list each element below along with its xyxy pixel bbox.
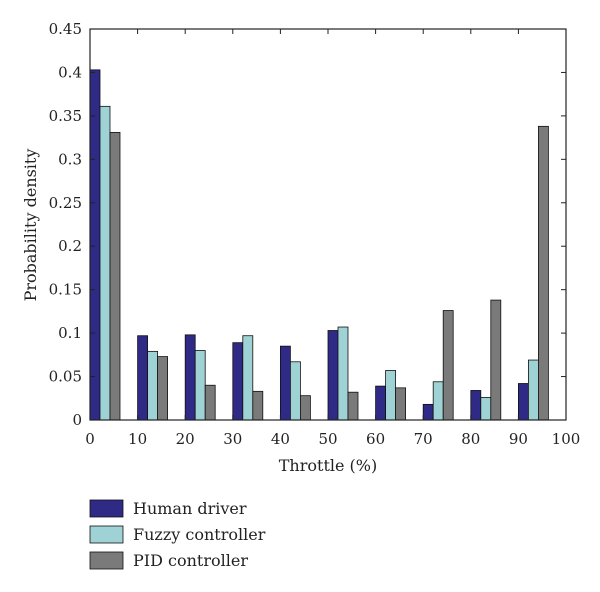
x-tick-label: 80 bbox=[461, 430, 480, 448]
bar-fuzzy-controller-40 bbox=[289, 361, 301, 421]
y-tick-label: 0.35 bbox=[49, 107, 82, 125]
legend-label: PID controller bbox=[133, 551, 248, 570]
bar-human-driver-60 bbox=[375, 385, 387, 421]
bar-human-driver-70 bbox=[422, 403, 434, 421]
bar-fuzzy-controller-80 bbox=[480, 397, 492, 421]
bar-fuzzy-controller-50 bbox=[337, 326, 349, 421]
y-axis-label: Probability density bbox=[21, 149, 40, 302]
y-tick-label: 0.3 bbox=[58, 150, 82, 168]
legend-swatch-pid-controller bbox=[89, 551, 124, 570]
x-axis-label: Throttle (%) bbox=[279, 456, 377, 475]
y-tick-label: 0 bbox=[72, 411, 82, 429]
bar-human-driver-20 bbox=[184, 334, 196, 421]
legend-swatch-human-driver bbox=[89, 499, 124, 518]
bar-fuzzy-controller-60 bbox=[385, 370, 397, 421]
y-tick-label: 0.2 bbox=[58, 237, 82, 255]
bar-pid-controller-10 bbox=[157, 356, 169, 421]
bar-human-driver-10 bbox=[137, 335, 149, 421]
bar-fuzzy-controller-90 bbox=[528, 359, 539, 421]
x-tick-label: 90 bbox=[509, 430, 528, 448]
bar-human-driver-80 bbox=[470, 390, 482, 421]
legend-label: Human driver bbox=[133, 499, 247, 518]
bar-human-driver-40 bbox=[279, 345, 291, 421]
bar-fuzzy-controller-20 bbox=[194, 350, 206, 421]
x-tick-label: 70 bbox=[414, 430, 433, 448]
y-tick-label: 0.25 bbox=[49, 194, 82, 212]
y-tick-label: 0.1 bbox=[58, 324, 82, 342]
x-tick-label: 0 bbox=[85, 430, 95, 448]
bar-pid-controller-50 bbox=[347, 391, 359, 421]
y-tick-label: 0.05 bbox=[49, 368, 82, 386]
bar-pid-controller-30 bbox=[252, 390, 264, 421]
bar-human-driver-50 bbox=[327, 330, 339, 421]
x-tick-label: 100 bbox=[552, 430, 581, 448]
bar-pid-controller-60 bbox=[395, 387, 407, 421]
legend: Human driver Fuzzy controller PID controll… bbox=[89, 499, 266, 570]
ticks-group: 0 10 20 30 40 50 60 70 80 90 100 0 0.05 0.1 0.15 0.2 0.2… bbox=[49, 20, 581, 448]
legend-swatch-fuzzy-controller bbox=[89, 525, 124, 544]
x-tick-label: 40 bbox=[271, 430, 290, 448]
bar-pid-controller-0 bbox=[109, 131, 121, 421]
bar-pid-controller-90 bbox=[538, 125, 549, 421]
bar-human-driver-30 bbox=[232, 342, 244, 421]
x-tick-label: 10 bbox=[128, 430, 147, 448]
x-tick-label: 60 bbox=[366, 430, 385, 448]
bar-pid-controller-40 bbox=[299, 395, 311, 421]
bar-pid-controller-20 bbox=[204, 384, 216, 421]
bar-fuzzy-controller-10 bbox=[147, 350, 159, 421]
bar-human-driver-90 bbox=[518, 383, 529, 421]
bar-human-driver-0 bbox=[89, 69, 101, 421]
bar-pid-controller-70 bbox=[442, 310, 454, 421]
bar-fuzzy-controller-0 bbox=[99, 105, 111, 421]
y-tick-label: 0.45 bbox=[49, 20, 82, 38]
x-tick-label: 50 bbox=[318, 430, 337, 448]
y-tick-label: 0.4 bbox=[58, 63, 82, 81]
legend-label: Fuzzy controller bbox=[133, 525, 266, 544]
bar-fuzzy-controller-30 bbox=[242, 335, 254, 421]
y-tick-label: 0.15 bbox=[49, 281, 82, 299]
bar-pid-controller-80 bbox=[490, 299, 502, 421]
x-tick-label: 20 bbox=[176, 430, 195, 448]
bars-group bbox=[89, 69, 549, 421]
bar-fuzzy-controller-70 bbox=[432, 381, 444, 421]
x-tick-label: 30 bbox=[223, 430, 242, 448]
